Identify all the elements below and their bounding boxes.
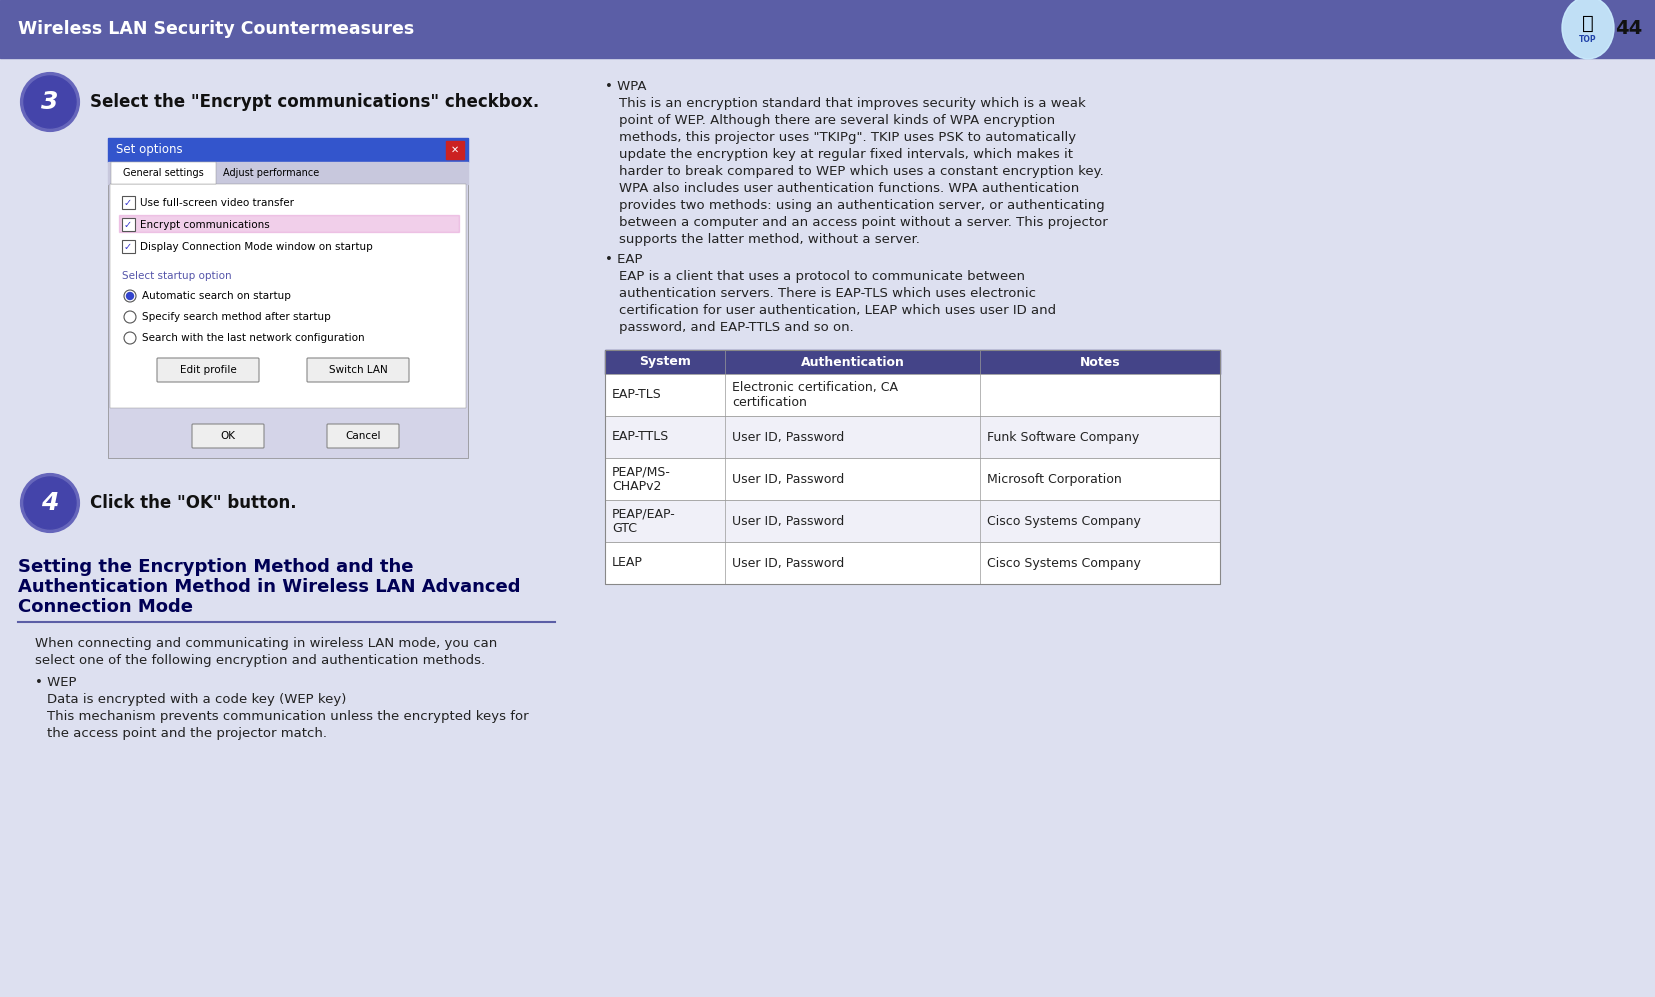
Bar [604,350,1220,374]
Circle shape [124,311,136,323]
Text: supports the latter method, without a server.: supports the latter method, without a se… [619,233,919,246]
Bar [119,215,458,232]
Text: EAP is a client that uses a protocol to communicate between: EAP is a client that uses a protocol to … [619,270,1024,283]
Text: Authentication: Authentication [799,356,904,369]
FancyBboxPatch shape [326,424,399,448]
Text: methods, this projector uses "TKIPg". TKIP uses PSK to automatically: methods, this projector uses "TKIPg". TK… [619,131,1076,144]
Circle shape [23,477,76,529]
Text: Electronic certification, CA: Electronic certification, CA [732,382,897,395]
Text: • WEP: • WEP [35,676,76,689]
Text: PEAP/MS-: PEAP/MS- [612,466,670,479]
Circle shape [124,332,136,344]
Bar [604,500,1220,542]
Text: System: System [639,356,690,369]
Text: • WPA: • WPA [604,80,645,93]
Text: password, and EAP-TTLS and so on.: password, and EAP-TTLS and so on. [619,321,854,334]
Text: This mechanism prevents communication unless the encrypted keys for: This mechanism prevents communication un… [46,710,528,723]
Bar [122,218,136,231]
Bar [111,162,215,184]
Bar [604,416,1220,458]
Text: point of WEP. Although there are several kinds of WPA encryption: point of WEP. Although there are several… [619,114,1054,127]
Text: Notes: Notes [1079,356,1120,369]
Text: 🏠: 🏠 [1581,14,1592,33]
Text: Switch LAN: Switch LAN [328,365,387,375]
Text: GTC: GTC [612,521,637,534]
Text: the access point and the projector match.: the access point and the projector match… [46,727,326,740]
Text: authentication servers. There is EAP-TLS which uses electronic: authentication servers. There is EAP-TLS… [619,287,1036,300]
Ellipse shape [1561,0,1614,59]
Bar [0,0,1655,58]
Text: certification: certification [732,396,806,409]
Text: Specify search method after startup: Specify search method after startup [142,312,331,322]
Text: 3: 3 [41,90,58,114]
Text: Cisco Systems Company: Cisco Systems Company [986,556,1140,569]
Text: Display Connection Mode window on startup: Display Connection Mode window on startu… [141,242,372,252]
Text: When connecting and communicating in wireless LAN mode, you can: When connecting and communicating in wir… [35,637,496,650]
Bar [109,184,465,408]
Text: Adjust performance: Adjust performance [223,168,319,178]
Text: between a computer and an access point without a server. This projector: between a computer and an access point w… [619,216,1107,229]
Text: harder to break compared to WEP which uses a constant encryption key.: harder to break compared to WEP which us… [619,165,1104,178]
FancyBboxPatch shape [157,358,258,382]
Text: Encrypt communications: Encrypt communications [141,220,270,230]
Text: certification for user authentication, LEAP which uses user ID and: certification for user authentication, L… [619,304,1056,317]
Text: ✓: ✓ [124,198,132,208]
Text: OK: OK [220,431,235,441]
Text: Click the "OK" button.: Click the "OK" button. [89,494,296,512]
Circle shape [124,290,136,302]
Text: WPA also includes user authentication functions. WPA authentication: WPA also includes user authentication fu… [619,182,1079,195]
Text: Cancel: Cancel [344,431,381,441]
Text: PEAP/EAP-: PEAP/EAP- [612,507,675,520]
Text: Funk Software Company: Funk Software Company [986,431,1139,444]
FancyBboxPatch shape [192,424,263,448]
Bar [604,350,1220,584]
Text: This is an encryption standard that improves security which is a weak: This is an encryption standard that impr… [619,97,1086,110]
Text: User ID, Password: User ID, Password [732,556,844,569]
Text: ✕: ✕ [450,145,458,155]
Text: TOP: TOP [1579,35,1595,44]
Text: Connection Mode: Connection Mode [18,598,194,616]
Bar [122,240,136,253]
Bar [108,162,468,184]
Text: User ID, Password: User ID, Password [732,431,844,444]
Text: Use full-screen video transfer: Use full-screen video transfer [141,198,295,208]
Bar [604,542,1220,584]
Text: LEAP: LEAP [612,556,642,569]
Circle shape [23,76,76,128]
Text: select one of the following encryption and authentication methods.: select one of the following encryption a… [35,654,485,667]
Bar [604,374,1220,416]
Text: Setting the Encryption Method and the: Setting the Encryption Method and the [18,558,414,576]
Bar [604,458,1220,500]
Text: User ID, Password: User ID, Password [732,473,844,486]
Text: Microsoft Corporation: Microsoft Corporation [986,473,1120,486]
Bar [108,138,468,162]
Circle shape [126,292,134,299]
Bar [122,196,136,209]
Text: Wireless LAN Security Countermeasures: Wireless LAN Security Countermeasures [18,20,414,38]
Text: Cisco Systems Company: Cisco Systems Company [986,514,1140,527]
Text: General settings: General settings [122,168,204,178]
Text: EAP-TLS: EAP-TLS [612,389,662,402]
Text: • EAP: • EAP [604,253,642,266]
Text: Edit profile: Edit profile [179,365,237,375]
Text: 4: 4 [41,491,58,515]
Text: CHAPv2: CHAPv2 [612,480,660,493]
Text: ✓: ✓ [124,242,132,252]
Text: Set options: Set options [116,144,182,157]
Text: ✓: ✓ [124,220,132,230]
Bar [108,138,468,458]
Text: update the encryption key at regular fixed intervals, which makes it: update the encryption key at regular fix… [619,148,1072,161]
Text: Authentication Method in Wireless LAN Advanced: Authentication Method in Wireless LAN Ad… [18,578,520,596]
FancyBboxPatch shape [306,358,409,382]
Text: Search with the last network configuration: Search with the last network configurati… [142,333,364,343]
Text: 44: 44 [1614,20,1642,39]
Text: provides two methods: using an authentication server, or authenticating: provides two methods: using an authentic… [619,199,1104,212]
Text: Data is encrypted with a code key (WEP key): Data is encrypted with a code key (WEP k… [46,693,346,706]
Text: Select the "Encrypt communications" checkbox.: Select the "Encrypt communications" chec… [89,93,540,111]
Text: EAP-TTLS: EAP-TTLS [612,431,669,444]
Bar [445,141,463,159]
Text: Automatic search on startup: Automatic search on startup [142,291,291,301]
Text: User ID, Password: User ID, Password [732,514,844,527]
Text: Select startup option: Select startup option [122,271,232,281]
